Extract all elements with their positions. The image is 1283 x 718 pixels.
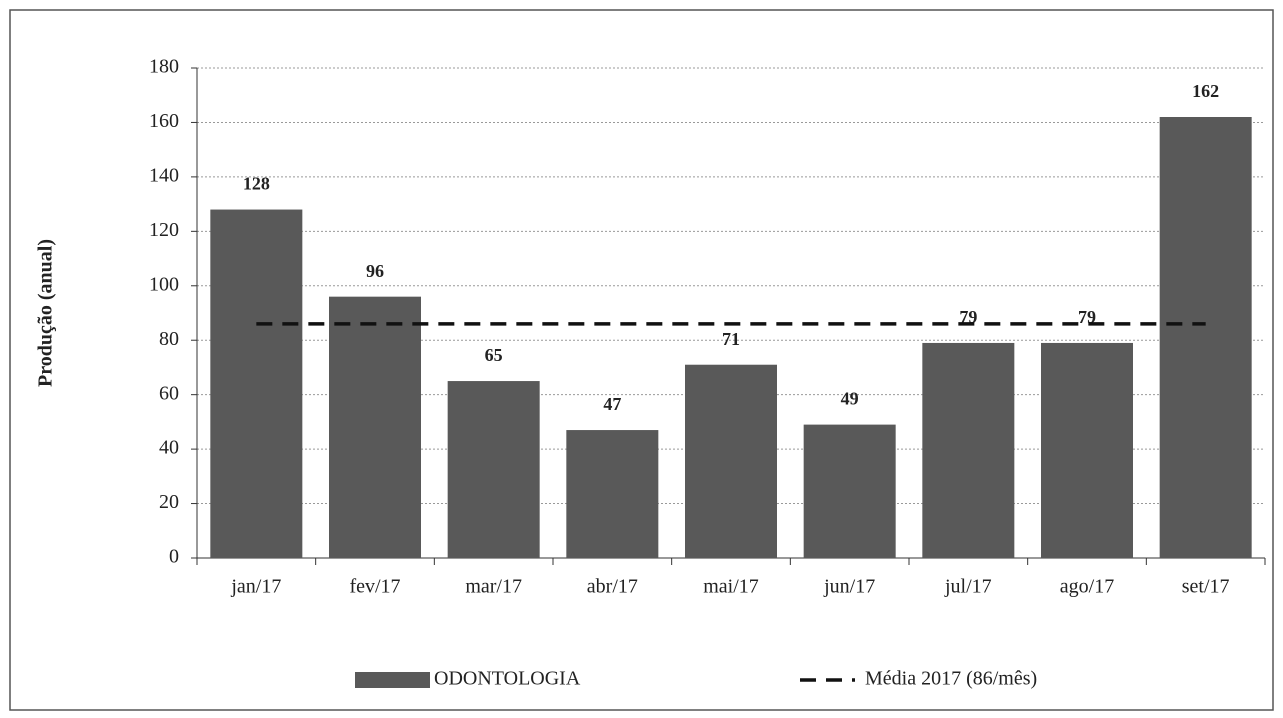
y-tick-label: 60 xyxy=(159,382,179,404)
y-tick-label: 100 xyxy=(149,273,179,295)
frame xyxy=(9,9,1274,711)
bar xyxy=(329,296,421,558)
y-tick-label: 140 xyxy=(149,164,179,186)
data-label: 96 xyxy=(366,261,384,281)
x-tick-label: mar/17 xyxy=(465,576,522,598)
data-label: 47 xyxy=(603,394,621,414)
y-tick-label: 20 xyxy=(159,491,179,513)
x-tick-label: ago/17 xyxy=(1060,576,1114,598)
data-label: 79 xyxy=(959,307,977,327)
legend-label: Média 2017 (86/mês) xyxy=(865,668,1037,690)
bar xyxy=(210,209,303,559)
y-axis-label: Produção (anual) xyxy=(35,239,57,387)
data-label: 79 xyxy=(1078,307,1096,327)
legend-swatch xyxy=(355,672,430,688)
data-label: 49 xyxy=(841,389,859,409)
y-tick-label: 40 xyxy=(159,437,179,459)
y-tick-label: 160 xyxy=(149,110,179,132)
legend-label: ODONTOLOGIA xyxy=(434,668,581,690)
data-label: 65 xyxy=(485,345,503,365)
x-tick-label: jun/17 xyxy=(823,576,875,598)
data-label: 162 xyxy=(1192,81,1219,101)
bar xyxy=(1041,342,1133,558)
bar xyxy=(922,342,1015,558)
bar xyxy=(447,381,540,558)
data-label: 71 xyxy=(722,329,740,349)
x-tick-label: jul/17 xyxy=(944,576,992,598)
x-tick-label: jan/17 xyxy=(230,576,281,598)
bar xyxy=(803,424,896,558)
x-tick-label: abr/17 xyxy=(587,576,638,598)
y-tick-label: 120 xyxy=(149,219,179,241)
bar xyxy=(566,430,659,558)
x-tick-label: fev/17 xyxy=(349,576,400,598)
x-tick-label: mai/17 xyxy=(703,576,759,598)
y-tick-label: 180 xyxy=(149,56,179,78)
x-tick-label: set/17 xyxy=(1182,576,1230,598)
bar xyxy=(1159,117,1252,558)
y-tick-label: 80 xyxy=(159,328,179,350)
data-label: 128 xyxy=(243,174,270,194)
y-tick-label: 0 xyxy=(169,546,179,568)
bar xyxy=(685,364,777,558)
